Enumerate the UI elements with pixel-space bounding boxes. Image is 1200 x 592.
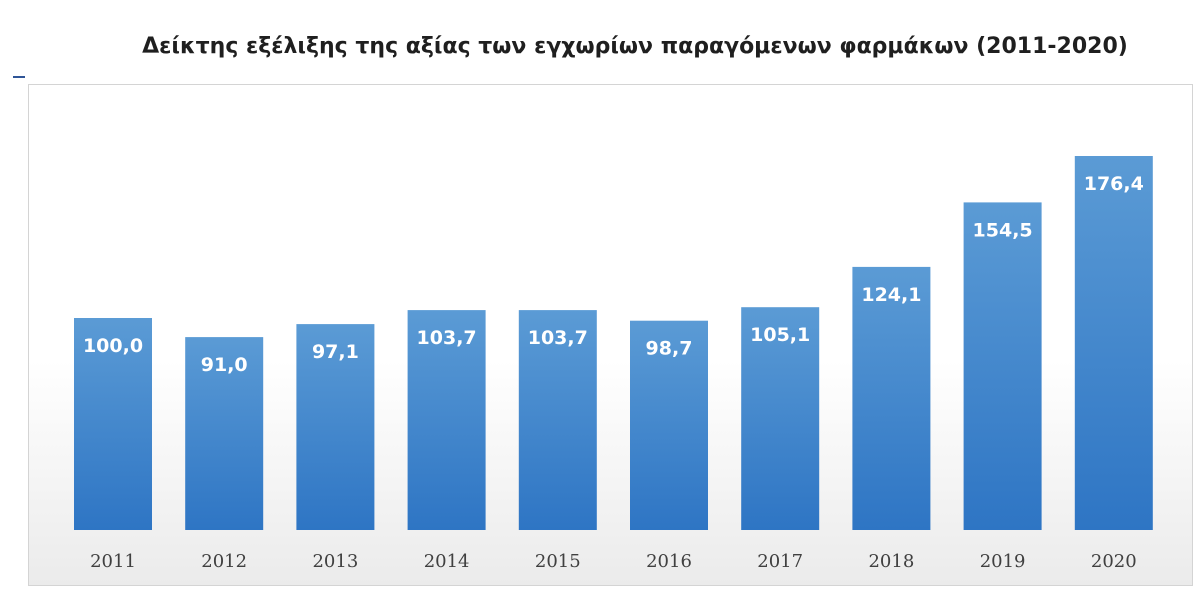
x-tick-label-2014: 2014: [424, 551, 470, 572]
x-tick-label-2011: 2011: [90, 551, 136, 572]
bars-layer: [74, 156, 1153, 530]
value-label-2012: 91,0: [201, 354, 248, 376]
x-tick-label-2017: 2017: [757, 551, 803, 572]
bar-2011: [74, 318, 152, 530]
bar-2017: [741, 307, 820, 530]
bar-2012: [185, 337, 264, 530]
value-label-2013: 97,1: [312, 341, 359, 363]
value-label-2016: 98,7: [646, 338, 693, 360]
x-tick-label-2015: 2015: [535, 551, 581, 572]
bar-2020: [1074, 156, 1153, 530]
x-tick-label-2020: 2020: [1091, 551, 1137, 572]
value-labels-layer: 100,0 91,0 97,1 103,7 103,7 98,7 105,1 124,1 154…: [83, 173, 1144, 376]
chart-title: Δείκτης εξέλιξης της αξίας των εγχωρίων …: [142, 34, 1128, 59]
value-label-2019: 154,5: [973, 219, 1033, 241]
bar-2014: [407, 310, 486, 530]
value-label-2020: 176,4: [1084, 173, 1144, 195]
value-label-2017: 105,1: [750, 324, 810, 346]
bar-2019: [963, 202, 1042, 530]
x-tick-label-2018: 2018: [868, 551, 914, 572]
bar-2015: [518, 310, 597, 530]
value-label-2018: 124,1: [861, 284, 921, 306]
bar-2016: [630, 320, 708, 530]
x-tick-label-2012: 2012: [201, 551, 247, 572]
title-accent-mark: [13, 76, 25, 78]
x-tick-labels-layer: 2011 2012 2013 2014 2015 2016 2017 2018 2019 2020: [90, 551, 1137, 572]
value-label-2014: 103,7: [417, 327, 477, 349]
x-tick-label-2019: 2019: [980, 551, 1026, 572]
x-tick-label-2013: 2013: [312, 551, 358, 572]
value-label-2011: 100,0: [83, 335, 143, 357]
bar-2013: [296, 324, 375, 530]
x-tick-label-2016: 2016: [646, 551, 692, 572]
bar-2018: [852, 266, 931, 530]
value-label-2015: 103,7: [528, 327, 588, 349]
